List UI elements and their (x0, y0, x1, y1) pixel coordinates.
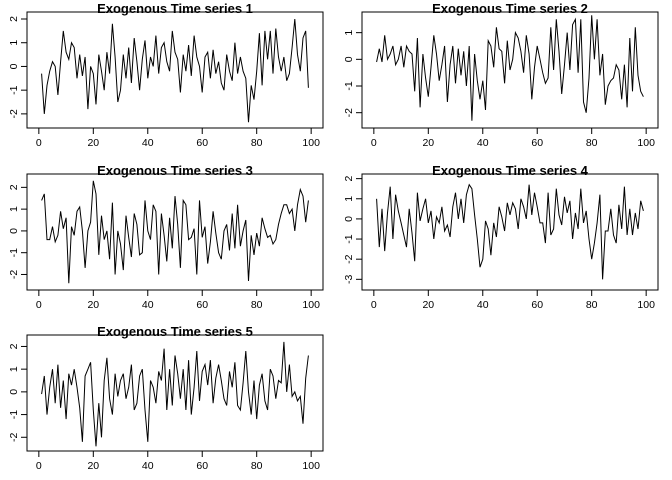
y-tick-label: 0 (343, 56, 355, 62)
x-tick-label: 60 (531, 137, 543, 149)
x-tick-label: 80 (251, 460, 263, 472)
y-tick-label: 0 (8, 228, 20, 234)
plot-frame (26, 334, 324, 452)
chart-title: Exogenous Time series 5 (97, 324, 253, 339)
y-tick-label: -3 (343, 274, 355, 283)
plot-frame (361, 11, 659, 129)
y-tick-label: 2 (8, 343, 20, 349)
x-tick-label: 80 (251, 137, 263, 149)
x-tick-label: 0 (371, 137, 377, 149)
x-tick-label: 80 (586, 137, 598, 149)
x-tick-label: 100 (637, 299, 655, 311)
y-tick-label: 1 (8, 366, 20, 372)
x-tick-label: 60 (531, 299, 543, 311)
y-tick-label: -1 (8, 85, 20, 94)
y-tick-label: 2 (8, 16, 20, 22)
plot-frame (26, 11, 324, 129)
chart-title: Exogenous Time series 4 (432, 163, 589, 178)
series-line (41, 180, 309, 284)
chart-title: Exogenous Time series 3 (97, 163, 253, 178)
series-line (41, 18, 309, 123)
x-tick-label: 80 (251, 299, 263, 311)
x-tick-label: 100 (302, 137, 320, 149)
y-tick-label: -2 (343, 254, 355, 263)
y-tick-label: 0 (343, 216, 355, 222)
x-tick-label: 40 (142, 137, 154, 149)
y-tick-label: -1 (8, 248, 20, 257)
y-tick-label: -1 (343, 234, 355, 243)
plot-frame (26, 173, 324, 291)
y-tick-label: 2 (8, 184, 20, 190)
x-tick-label: 40 (477, 137, 489, 149)
y-tick-label: -2 (8, 109, 20, 118)
y-tick-label: -2 (8, 270, 20, 279)
x-tick-label: 0 (36, 460, 42, 472)
y-tick-label: -1 (8, 410, 20, 419)
x-tick-label: 100 (302, 460, 320, 472)
x-tick-label: 20 (422, 137, 434, 149)
panel-series-1: Exogenous Time series 1 0 20 40 60 80 100 -2 -1 0… (8, 1, 324, 149)
y-tick-label: 0 (8, 389, 20, 395)
panel-series-4: Exogenous Time series 40 20 40 60 80 100-3-2-… (343, 163, 659, 311)
panel-series-5: Exogenous Time series 5 0 20 40 60 80 100 -2 -1 0… (8, 324, 324, 472)
plot-frame (361, 173, 659, 291)
x-tick-label: 60 (196, 137, 208, 149)
series-line (376, 183, 644, 280)
y-tick-label: 1 (8, 206, 20, 212)
x-tick-label: 40 (477, 299, 489, 311)
x-tick-label: 80 (586, 299, 598, 311)
y-tick-label: 1 (8, 40, 20, 46)
y-tick-label: 1 (343, 30, 355, 36)
series-line (41, 341, 309, 447)
y-tick-label: 2 (343, 176, 355, 182)
panel-series-3: Exogenous Time series 3 0 20 40 60 80 100 -2 -1 0… (8, 163, 324, 311)
x-tick-label: 0 (36, 299, 42, 311)
y-tick-label: 1 (343, 196, 355, 202)
x-tick-label: 100 (637, 137, 655, 149)
x-tick-label: 40 (142, 299, 154, 311)
panel-series-2: Exogenous Time series 2 0 20 40 60 80 100 -2 -1 0… (343, 1, 659, 149)
y-tick-label: -2 (343, 108, 355, 117)
x-tick-label: 20 (87, 137, 99, 149)
x-tick-label: 20 (422, 299, 434, 311)
x-tick-label: 0 (371, 299, 377, 311)
x-tick-label: 20 (87, 299, 99, 311)
y-tick-label: -1 (343, 81, 355, 90)
x-tick-label: 60 (196, 460, 208, 472)
y-tick-label: 0 (8, 63, 20, 69)
y-tick-label: -2 (8, 432, 20, 441)
series-line (376, 15, 644, 121)
x-tick-label: 60 (196, 299, 208, 311)
x-tick-label: 100 (302, 299, 320, 311)
x-tick-label: 0 (36, 137, 42, 149)
x-tick-label: 20 (87, 460, 99, 472)
chart-title: Exogenous Time series 2 (432, 1, 588, 16)
x-tick-label: 40 (142, 460, 154, 472)
chart-title: Exogenous Time series 1 (97, 1, 253, 16)
